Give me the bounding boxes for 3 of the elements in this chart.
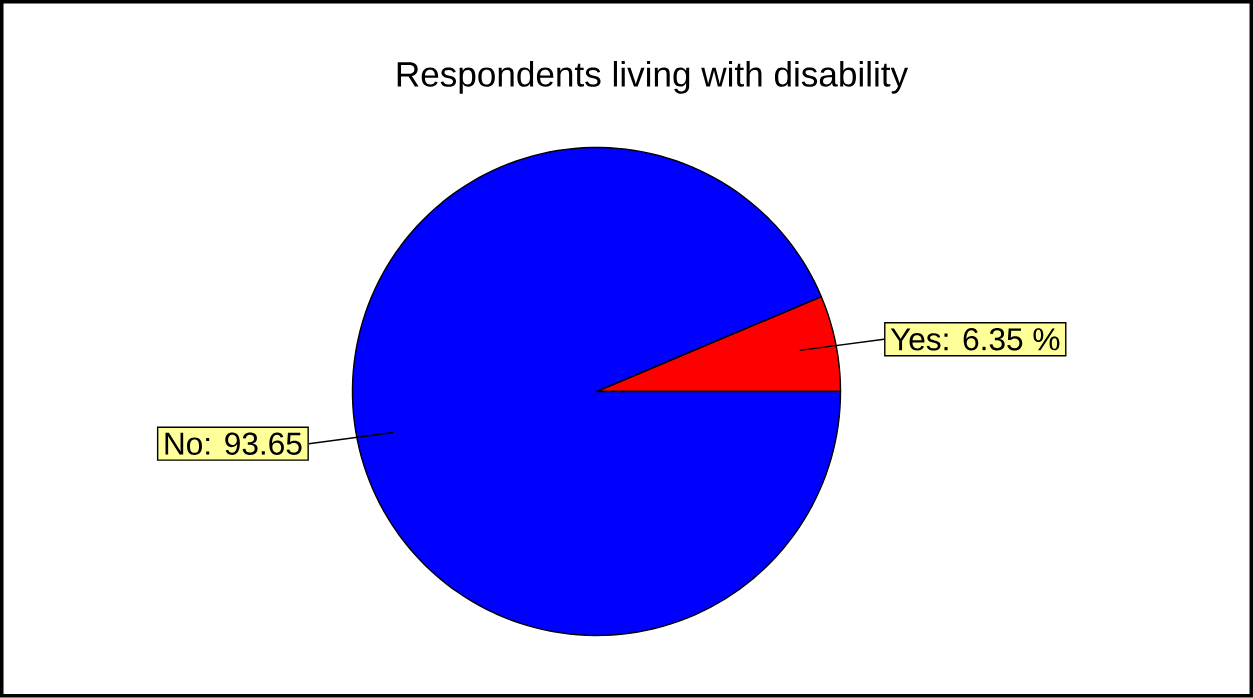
- data-label: Yes: 6.35 %: [890, 328, 1060, 351]
- chart-title: Respondents living with disability: [397, 61, 909, 94]
- data-label: No: 93.65: [165, 432, 302, 456]
